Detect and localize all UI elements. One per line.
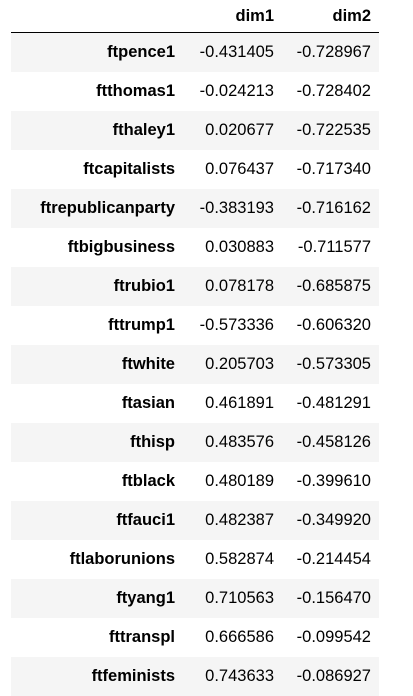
table-row: fttrump1 -0.573336 -0.606320 [11,305,379,345]
row-index-label: ftblack [121,471,175,490]
cell-dim2: -0.214454 [296,549,371,568]
cell-dim1: 0.461891 [205,393,274,412]
cell-dim1: 0.205703 [205,354,274,373]
table-row: ftpence1 -0.431405 -0.728967 [11,32,379,72]
cell-dim1: 0.076437 [205,159,274,178]
row-index-label: ftthomas1 [96,81,175,100]
cell-dim2: -0.728967 [296,42,371,61]
dataframe-table: dim1 dim2 ftpence1 -0.431405 -0.728967 ftth… [11,0,379,696]
cell-dim2: -0.349920 [296,510,371,529]
table-row: fthisp 0.483576 -0.458126 [11,422,379,462]
table-row: fthaley1 0.020677 -0.722535 [11,110,379,150]
table-row: ftyang1 0.710563 -0.156470 [11,578,379,618]
table-row: ftthomas1 -0.024213 -0.728402 [11,71,379,111]
cell-dim1: 0.483576 [205,432,274,451]
table-row: ftwhite 0.205703 -0.573305 [11,344,379,384]
cell-dim2: -0.458126 [296,432,371,451]
row-index-label: ftasian [121,393,175,412]
cell-dim1: -0.024213 [199,81,274,100]
cell-dim2: -0.399610 [296,471,371,490]
cell-dim2: -0.481291 [296,393,371,412]
row-index-label: fttrump1 [108,315,175,334]
cell-dim1: 0.482387 [205,510,274,529]
table-body: ftpence1 -0.431405 -0.728967 ftthomas1 -0.02… [11,32,379,696]
row-index-label: ftfauci1 [116,510,175,529]
cell-dim1: 0.743633 [205,666,274,685]
table-row: ftbigbusiness 0.030883 -0.711577 [11,227,379,267]
row-index-label: fthisp [130,432,175,451]
column-header-dim2: dim2 [282,0,379,33]
row-index-label: ftbigbusiness [67,237,175,256]
cell-dim1: 0.710563 [205,588,274,607]
table-row: ftasian 0.461891 -0.481291 [11,383,379,423]
table-row: ftrepublicanparty -0.383193 -0.716162 [11,188,379,228]
row-index-label: ftyang1 [116,588,175,607]
table-row: ftblack 0.480189 -0.399610 [11,461,379,501]
cell-dim1: 0.480189 [205,471,274,490]
cell-dim2: -0.573305 [296,354,371,373]
cell-dim1: 0.020677 [205,120,274,139]
row-index-label: ftcapitalists [83,159,175,178]
row-index-label: ftlaborunions [69,549,175,568]
cell-dim2: -0.728402 [296,81,371,100]
cell-dim1: 0.078178 [205,276,274,295]
header-row: dim1 dim2 [11,0,379,33]
row-index-label: ftfeminists [91,666,175,685]
cell-dim2: -0.099542 [296,627,371,646]
cell-dim1: -0.573336 [199,315,274,334]
cell-dim1: -0.431405 [199,42,274,61]
table-row: ftfeminists 0.743633 -0.086927 [11,656,379,696]
cell-dim2: -0.717340 [296,159,371,178]
index-header [11,0,183,33]
row-index-label: fthaley1 [112,120,175,139]
cell-dim1: -0.383193 [199,198,274,217]
cell-dim2: -0.711577 [297,237,371,256]
cell-dim2: -0.156470 [296,588,371,607]
cell-dim1: 0.582874 [205,549,274,568]
cell-dim2: -0.685875 [296,276,371,295]
table-row: fttranspl 0.666586 -0.099542 [11,617,379,657]
table-row: ftfauci1 0.482387 -0.349920 [11,500,379,540]
row-index-label: ftpence1 [107,42,175,61]
row-index-label: ftrubio1 [113,276,175,295]
row-index-label: ftwhite [121,354,175,373]
table-header: dim1 dim2 [11,0,379,33]
cell-dim1: 0.666586 [205,627,274,646]
row-index-label: ftrepublicanparty [40,198,175,217]
column-header-dim1: dim1 [183,0,282,33]
cell-dim1: 0.030883 [205,237,274,256]
table-row: ftrubio1 0.078178 -0.685875 [11,266,379,306]
table-row: ftlaborunions 0.582874 -0.214454 [11,539,379,579]
cell-dim2: -0.606320 [296,315,371,334]
table-row: ftcapitalists 0.076437 -0.717340 [11,149,379,189]
cell-dim2: -0.716162 [296,198,371,217]
cell-dim2: -0.722535 [296,120,371,139]
row-index-label: fttranspl [109,627,175,646]
cell-dim2: -0.086927 [296,666,371,685]
